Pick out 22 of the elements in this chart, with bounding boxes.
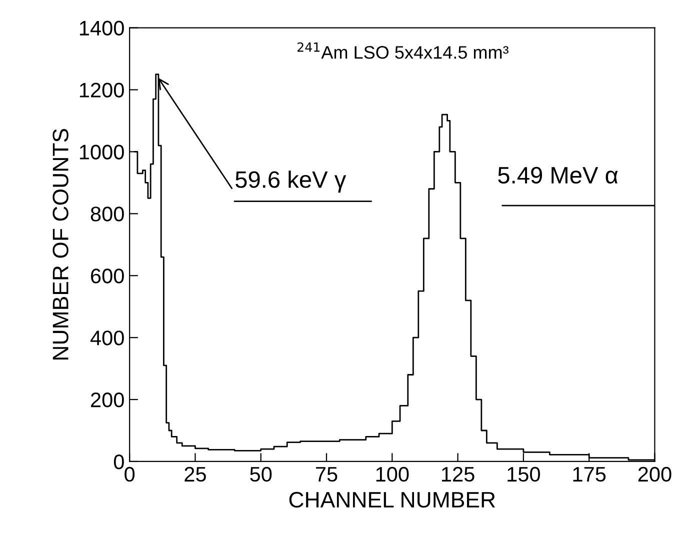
x-tick-label: 200 bbox=[638, 466, 672, 482]
y-tick-label: 1000 bbox=[80, 144, 124, 160]
y-tick-label: 1400 bbox=[80, 20, 124, 36]
x-tick-label: 150 bbox=[508, 466, 540, 482]
x-tick-label: 75 bbox=[316, 467, 338, 482]
x-tick-label: 175 bbox=[573, 467, 606, 482]
y-tick-label: 400 bbox=[90, 330, 124, 346]
x-tick-label: 50 bbox=[250, 466, 272, 482]
x-tick-label: 125 bbox=[442, 466, 474, 482]
y-tick-label: 0 bbox=[114, 454, 124, 470]
y-tick-label: 200 bbox=[91, 392, 124, 408]
annotation: 5.49 MeV α bbox=[498, 166, 618, 184]
x-tick-label: 0 bbox=[124, 466, 135, 482]
x-tick-label: 25 bbox=[184, 466, 206, 482]
y-axis-title: NUMBER OF COUNTS bbox=[52, 128, 68, 360]
x-axis-title: CHANNEL NUMBER bbox=[289, 492, 496, 508]
y-tick-label: 1200 bbox=[80, 82, 124, 98]
annotation: $^{241}$Am LSO 5x4x14.5 mm³ bbox=[297, 42, 508, 59]
annotation: 59.6 keV γ bbox=[236, 170, 346, 193]
x-tick-label: 100 bbox=[376, 466, 409, 482]
y-tick-label: 600 bbox=[91, 268, 124, 284]
y-tick-label: 800 bbox=[90, 206, 124, 222]
